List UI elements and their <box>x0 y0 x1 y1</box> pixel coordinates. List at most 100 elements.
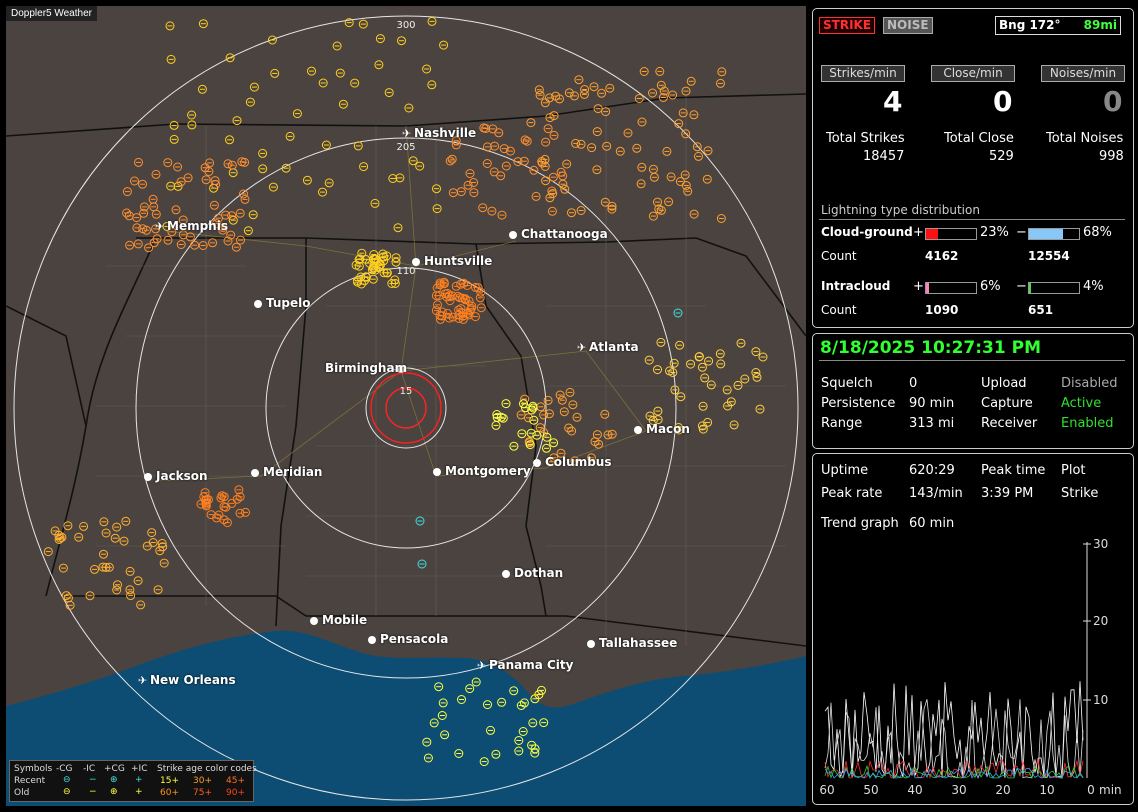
total-strikes-value: 18457 <box>863 149 905 164</box>
old-pos-cg-icon: ⊕ <box>110 787 118 797</box>
peak-rate-value: 143/min <box>909 486 963 501</box>
strike-icon <box>488 124 498 134</box>
map-canvas[interactable]: 300 205 110 15 <box>6 6 806 806</box>
airport-icon: ✈ <box>577 341 587 354</box>
peak-time-label: Peak time <box>981 463 1046 478</box>
strike-icon <box>607 429 617 439</box>
strike-icon <box>125 566 135 576</box>
strike-icon <box>535 423 545 433</box>
strike-icon <box>458 314 468 324</box>
strike-icon <box>541 176 551 186</box>
strike-icon <box>681 129 691 139</box>
strike-icon <box>149 238 159 248</box>
strike-icon <box>457 695 466 704</box>
strike-icon <box>217 491 227 501</box>
strike-icon <box>196 499 206 509</box>
strike-icon <box>422 737 432 747</box>
strike-icon <box>463 308 473 318</box>
city-label: Tallahassee <box>599 636 678 650</box>
strike-icon <box>586 453 596 463</box>
city-label: Jackson <box>156 469 208 483</box>
strike-icon <box>494 128 504 138</box>
strike-icon <box>482 142 492 152</box>
strike-icon <box>570 91 579 101</box>
strike-icon <box>438 698 448 708</box>
strike-icon <box>751 347 761 357</box>
strike-icon <box>454 749 464 758</box>
noise-button[interactable]: NOISE <box>883 17 933 34</box>
strike-icon <box>501 399 511 409</box>
ic-count-label: Count <box>821 303 857 317</box>
strike-icon <box>212 219 222 229</box>
city-label: New Orleans <box>150 673 236 687</box>
strike-icon <box>239 189 248 199</box>
lightning-map[interactable]: 300 205 110 15 Doppler5 Weather ✈ Nashville ✈… <box>6 6 806 806</box>
plot-value[interactable]: Strike <box>1061 486 1099 501</box>
strike-icon <box>79 521 89 531</box>
strike-icon <box>676 392 686 402</box>
strike-icon <box>539 718 549 728</box>
strike-icon <box>448 312 458 322</box>
strike-icon <box>245 97 255 107</box>
range-ring <box>13 15 799 801</box>
strike-icon <box>478 203 488 213</box>
age-15: 15+ <box>160 776 179 786</box>
strike-icon <box>391 257 401 267</box>
cg-pos-sign: + <box>913 225 924 240</box>
total-close-label: Total Close <box>944 131 1014 146</box>
legend-symbols-label: Symbols <box>14 764 53 774</box>
strike-icon <box>101 528 111 538</box>
city-dot-icon <box>634 426 642 434</box>
strike-icon <box>63 521 73 531</box>
strike-icon <box>415 161 425 171</box>
trend-label: Trend graph <box>821 516 899 531</box>
noises-per-min-header[interactable]: Noises/min <box>1041 65 1125 82</box>
strike-icon <box>370 198 380 208</box>
close-per-min-header[interactable]: Close/min <box>931 65 1015 82</box>
city-label: Dothan <box>514 566 564 580</box>
strike-icon <box>171 205 181 215</box>
strike-icon <box>136 600 146 610</box>
strike-icon <box>579 89 589 99</box>
city-dot-icon <box>533 459 541 467</box>
ic-neg-pct: 4% <box>1083 279 1104 294</box>
strike-icon <box>391 253 401 263</box>
range-value: 313 mi <box>909 416 955 431</box>
uptime-value: 620:29 <box>909 463 955 478</box>
strike-icon <box>173 181 183 191</box>
strike-icon <box>698 401 708 411</box>
city-label: Chattanooga <box>521 227 608 241</box>
datetime: 8/18/2025 10:27:31 PM <box>820 338 1041 358</box>
strike-icon <box>285 131 295 141</box>
strike-icon <box>568 400 578 410</box>
strike-icon <box>543 395 553 405</box>
strike-icon <box>706 380 716 390</box>
strike-icon <box>497 210 507 220</box>
ic-pos-pct: 6% <box>980 279 1001 294</box>
strike-icon <box>527 740 537 750</box>
strike-icon <box>659 86 669 96</box>
strike-icon <box>142 225 151 235</box>
strike-icon <box>545 93 554 103</box>
upload-label: Upload <box>981 376 1027 391</box>
strike-icon <box>539 410 549 420</box>
strike-icon <box>662 146 672 156</box>
strike-icon <box>729 420 739 430</box>
strike-icon <box>514 746 524 756</box>
cloud-ground-label: Cloud-ground <box>821 225 913 239</box>
strike-icon <box>694 352 704 362</box>
strike-icon <box>113 580 122 590</box>
strikes-per-min-header[interactable]: Strikes/min <box>821 65 905 82</box>
strike-icon <box>456 187 466 197</box>
strike-icon <box>475 293 485 303</box>
strike-icon <box>163 235 173 245</box>
strike-icon <box>165 21 175 31</box>
strike-button[interactable]: STRIKE <box>819 17 876 34</box>
strike-icon <box>361 272 371 282</box>
strike-icon <box>481 124 491 133</box>
city-label: Meridian <box>263 465 323 479</box>
strike-icon <box>514 736 524 745</box>
strike-icon <box>382 251 392 261</box>
intracloud-label: Intracloud <box>821 279 891 293</box>
strike-icon <box>634 94 644 103</box>
